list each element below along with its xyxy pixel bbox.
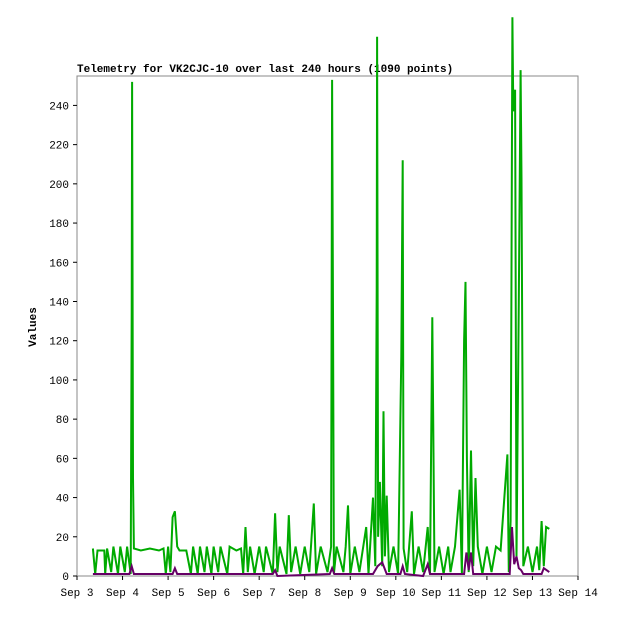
- y-tick-label: 80: [56, 415, 69, 427]
- y-tick-label: 240: [49, 101, 69, 113]
- y-axis-label: Values: [28, 307, 40, 347]
- y-tick-label: 160: [49, 258, 69, 270]
- series-line: [91, 17, 550, 575]
- y-tick-label: 220: [49, 141, 69, 153]
- y-tick-label: 140: [49, 297, 69, 309]
- x-tick-label: Sep 10: [376, 588, 416, 600]
- y-tick-label: 0: [62, 572, 69, 584]
- x-tick-label: Sep 8: [288, 588, 321, 600]
- x-tick-label: Sep 7: [243, 588, 276, 600]
- x-tick-label: Sep 9: [334, 588, 367, 600]
- x-tick-label: Sep 6: [197, 588, 230, 600]
- x-tick-label: Sep 3: [60, 588, 93, 600]
- x-tick-label: Sep 11: [422, 588, 462, 600]
- y-tick-label: 100: [49, 376, 69, 388]
- y-tick-label: 120: [49, 337, 69, 349]
- y-tick-label: 60: [56, 454, 69, 466]
- chart-title: Telemetry for VK2CJC-10 over last 240 ho…: [77, 64, 453, 76]
- x-tick-label: Sep 4: [106, 588, 139, 600]
- y-tick-label: 40: [56, 494, 69, 506]
- x-tick-label: Sep 13: [513, 588, 553, 600]
- plot-frame: [76, 75, 579, 577]
- x-tick-label: Sep 12: [467, 588, 507, 600]
- x-tick-label: Sep 14: [558, 588, 598, 600]
- series-line: [92, 526, 550, 578]
- y-tick-label: 200: [49, 180, 69, 192]
- y-tick-label: 180: [49, 219, 69, 231]
- x-tick-label: Sep 5: [152, 588, 185, 600]
- y-tick-label: 20: [56, 533, 69, 545]
